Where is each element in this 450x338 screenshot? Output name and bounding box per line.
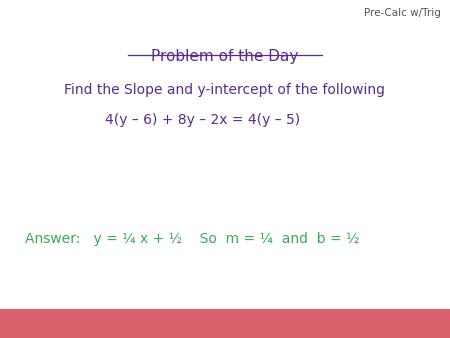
Text: Pre-Calc w/Trig: Pre-Calc w/Trig bbox=[364, 8, 441, 19]
Text: Find the Slope and y-intercept of the following: Find the Slope and y-intercept of the fo… bbox=[64, 83, 386, 97]
Text: 4(y – 6) + 8y – 2x = 4(y – 5): 4(y – 6) + 8y – 2x = 4(y – 5) bbox=[105, 113, 300, 127]
Text: Problem of the Day: Problem of the Day bbox=[151, 49, 299, 64]
Bar bbox=[0, 309, 450, 338]
Text: Answer:   y = ¼ x + ½    So  m = ¼  and  b = ½: Answer: y = ¼ x + ½ So m = ¼ and b = ½ bbox=[25, 232, 359, 245]
